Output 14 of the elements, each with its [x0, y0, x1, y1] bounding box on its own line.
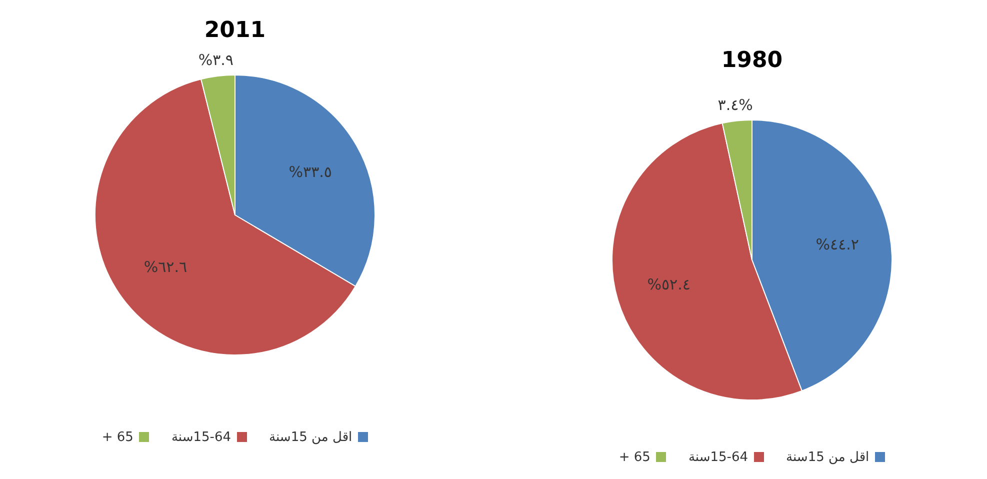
chart-title: 2011 — [203, 18, 267, 43]
data-label: %٥٢.٤ — [647, 276, 690, 294]
data-label: ٣.٤% — [718, 96, 753, 114]
data-label: %٣.٩ — [198, 51, 234, 70]
legend-label: 15-64سنة — [171, 430, 232, 445]
legend-label: 65 + — [102, 430, 134, 445]
data-label: %٣٣.٥ — [288, 162, 332, 181]
chart-title: 1980 — [720, 48, 784, 73]
legend-label: 15-64سنة — [688, 450, 748, 465]
legend-label: اقل من 15سنة — [786, 450, 870, 465]
legend-label: اقل من 15سنة — [269, 430, 352, 445]
data-label: %٤٤.٢ — [816, 235, 859, 254]
data-label: %٦٢.٦ — [144, 258, 188, 276]
legend-label: 65 + — [618, 450, 650, 465]
